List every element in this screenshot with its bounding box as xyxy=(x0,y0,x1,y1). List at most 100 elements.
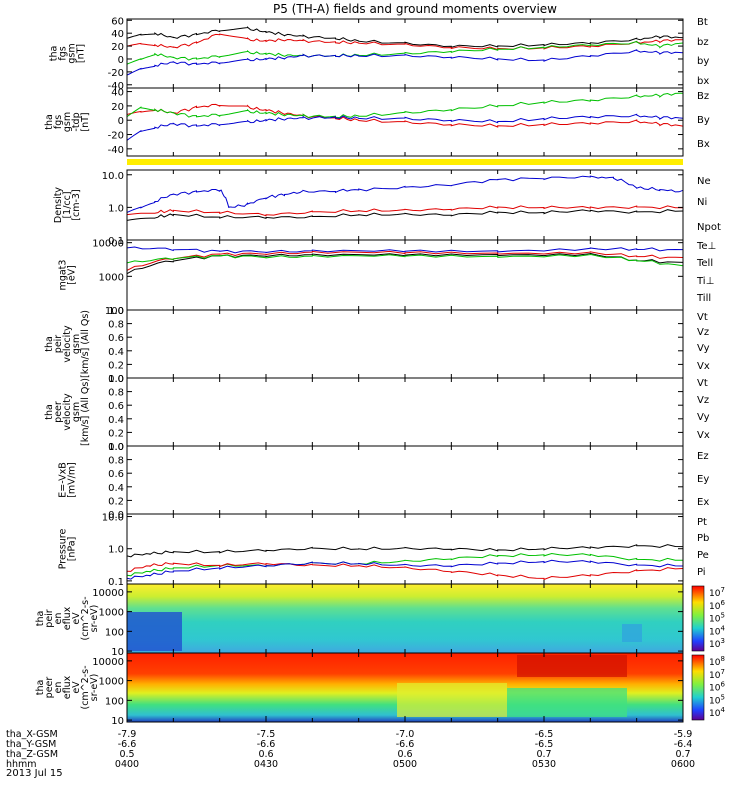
x-row-value: -6.5 xyxy=(535,729,554,740)
high-flux-band xyxy=(517,655,627,677)
y-axis-label-line: peer xyxy=(44,677,55,699)
legend-bx: bx xyxy=(697,76,709,87)
series-Npot xyxy=(126,175,684,213)
panel-p4: 10000 1000 100 mgat3[eV] Te⊥ Tell Ti⊥ Till xyxy=(58,239,717,317)
panel-frame xyxy=(126,445,684,515)
series-Bx xyxy=(126,113,684,141)
y-tick-label: -20 xyxy=(108,131,124,142)
y-axis-label-line: fgs xyxy=(58,46,69,60)
series-Pb xyxy=(126,562,684,581)
series-by xyxy=(126,40,684,65)
mid-energy-band xyxy=(397,683,507,717)
series-bx xyxy=(126,49,684,76)
y-tick-label: 1.0 xyxy=(108,374,124,385)
y-tick-label: 10 xyxy=(111,647,124,658)
y-axis-label-line: peir xyxy=(44,609,55,628)
x-row-value: -6.4 xyxy=(674,739,693,750)
colorbar-label: 105 xyxy=(709,693,725,706)
y-axis-label-line: en xyxy=(53,682,64,694)
legend-Pe: Pe xyxy=(697,550,709,561)
legend-Ez: Ez xyxy=(697,451,709,462)
y-tick-label: 10.0 xyxy=(102,171,124,182)
panel-p6: 1.0 0.8 0.6 0.4 0.2 0.0 thapeervelocitygsm[km/… xyxy=(44,374,710,453)
y-axis-label-line: tha xyxy=(35,611,46,627)
date-label: 2013 Jul 15 xyxy=(6,768,63,779)
panels: 6040200-20-40thafgsgsm[nT]Btbzbybx40200-… xyxy=(35,16,725,727)
y-tick-label: 0 xyxy=(118,55,124,66)
y-axis-label-line: en xyxy=(53,613,64,625)
series-Pi xyxy=(126,559,684,580)
x-row-value: 0430 xyxy=(254,759,278,770)
y-axis-label-line: gsm xyxy=(62,112,73,132)
y-tick-label: 0.2 xyxy=(108,496,124,507)
legend-Vt: Vt xyxy=(697,378,708,389)
y-tick-label: 60 xyxy=(111,16,124,27)
y-tick-label: 0.8 xyxy=(108,388,124,399)
series-Pe xyxy=(126,552,684,577)
legend-Npot: Npot xyxy=(697,222,721,233)
legend-Bz: Bz xyxy=(697,91,709,102)
y-axis-label-line: gsm xyxy=(67,43,78,63)
y-axis-label-line: [nT] xyxy=(80,112,91,131)
x-row-value: -7.9 xyxy=(118,729,137,740)
y-tick-label: 1.0 xyxy=(108,203,124,214)
legend-Vz: Vz xyxy=(697,395,709,406)
series-Bz xyxy=(126,103,684,128)
y-tick-label: 100 xyxy=(105,696,124,707)
y-axis-label-line: [nPa] xyxy=(67,537,78,562)
y-axis-label-line: (cm^2-s- xyxy=(80,597,91,641)
colorbar-label: 107 xyxy=(709,586,725,599)
panel-p8: 10.0 1.0 0.1 Pressure[nPa] Pt Pb Pe Pi xyxy=(58,513,710,588)
legend-Ey: Ey xyxy=(697,474,709,485)
legend-Vy: Vy xyxy=(697,343,710,354)
y-tick-label: 1.0 xyxy=(108,306,124,317)
y-tick-label: 10000 xyxy=(92,588,124,599)
chart-title: P5 (TH-A) fields and ground moments over… xyxy=(273,2,557,16)
y-tick-label: 100 xyxy=(105,627,124,638)
colorbar-label: 104 xyxy=(709,624,725,637)
legend-Pb: Pb xyxy=(697,533,709,544)
legend-By: By xyxy=(697,115,710,126)
y-axis-label-line: tha xyxy=(49,46,60,62)
y-tick-label: 0.0 xyxy=(108,442,124,453)
y-tick-label: 0.4 xyxy=(108,483,124,494)
colorbar-label: 103 xyxy=(709,637,725,650)
panel-p3: 10.0 1.0 0.1 Density[1/cc][cm-3] Ne Ni Npot xyxy=(53,169,721,247)
y-tick-label: 40 xyxy=(111,29,124,40)
legend-Ti⊥: Ti⊥ xyxy=(696,276,714,287)
legend-Tell: Tell xyxy=(696,258,713,269)
colorbar-label: 106 xyxy=(709,681,725,694)
colorbar xyxy=(691,654,705,721)
y-tick-label: 1.0 xyxy=(108,545,124,556)
y-tick-label: 0.4 xyxy=(108,347,124,358)
series-Te⊥ xyxy=(126,250,684,271)
x-row-value: 0530 xyxy=(532,759,556,770)
panel-p7: 1.0 0.8 0.6 0.4 0.2 0.0 E=-VxB[mV/m] Ez Ey Ex xyxy=(58,442,710,521)
y-tick-label: 1.0 xyxy=(108,442,124,453)
x-axis: tha_X-GSM -7.9 -7.5 -7.0 -6.5 -5.9 tha_Y-GSM -6… xyxy=(6,716,695,770)
x-row-label: tha_Z-GSM xyxy=(6,749,58,760)
y-tick-label: 20 xyxy=(111,42,124,53)
y-tick-label: 0.6 xyxy=(108,401,124,412)
y-axis-label-line: [km/s] (All Qs) xyxy=(80,310,91,378)
y-axis-label-line: velocity xyxy=(62,393,73,431)
y-axis-label-line: [eV] xyxy=(67,265,78,285)
legend-Vt: Vt xyxy=(697,312,708,323)
y-tick-label: 1000 xyxy=(99,272,124,283)
y-tick-label: -40 xyxy=(108,81,124,92)
y-tick-label: 0.1 xyxy=(108,236,124,247)
y-axis-label-line: [mV/m] xyxy=(67,462,78,498)
y-tick-label: 10.0 xyxy=(102,513,124,524)
legend-Ex: Ex xyxy=(697,497,709,508)
x-row-label: tha_Y-GSM xyxy=(6,739,56,750)
panel-frame xyxy=(126,377,684,447)
y-tick-label: 100 xyxy=(105,306,124,317)
y-axis-label-line: [nT] xyxy=(76,44,87,63)
y-axis-label-line: E=-VxB xyxy=(58,462,69,497)
x-row-label: tha_X-GSM xyxy=(6,729,58,740)
colorbar-label: 106 xyxy=(709,599,725,612)
y-axis-label-line: fgs xyxy=(53,115,64,129)
